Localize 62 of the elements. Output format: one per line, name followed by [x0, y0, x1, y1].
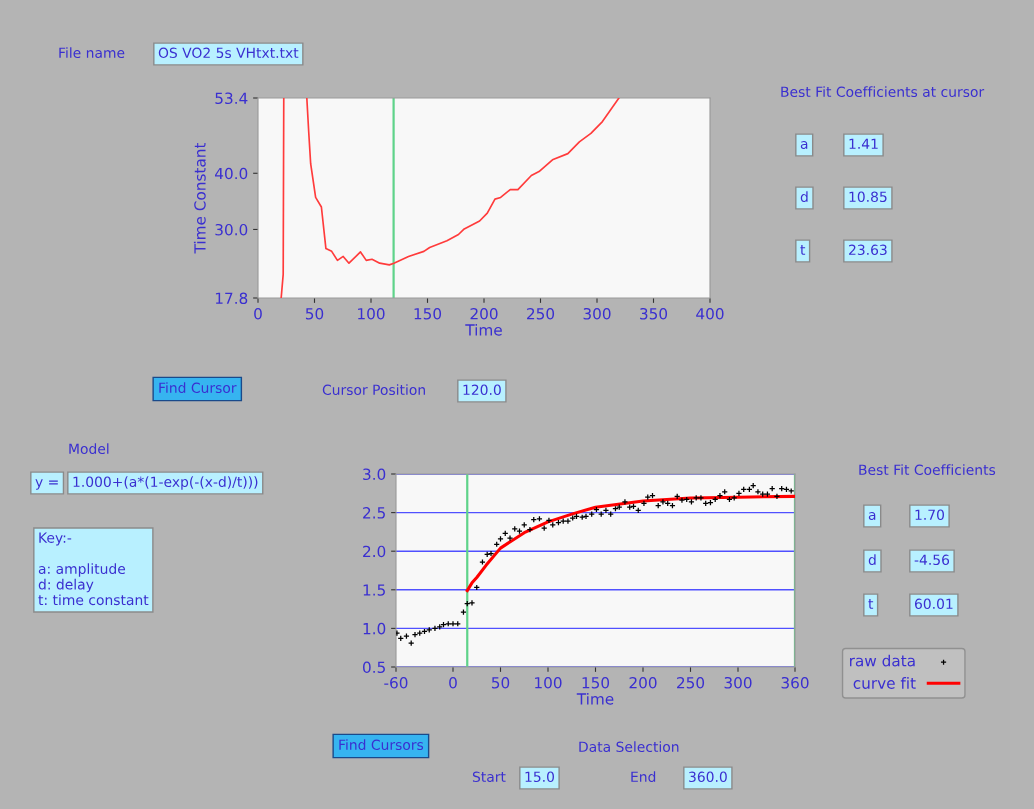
text: Data Selection: [579, 741, 679, 753]
x-tick-label: 0: [449, 676, 457, 689]
y-tick-label: 2.5: [363, 507, 385, 519]
text: 120.0: [463, 384, 501, 396]
y-tick-label: 40.0: [215, 167, 248, 180]
text: Model: [69, 443, 109, 455]
x-tick-label: 250: [527, 307, 555, 320]
text: 10.85: [849, 191, 887, 203]
y-tick-label: 53.4: [215, 92, 248, 105]
text: Find Cursors: [339, 739, 424, 751]
x-tick-label: 150: [414, 307, 442, 320]
text: -4.56: [914, 554, 950, 566]
text: 360.0: [689, 771, 727, 783]
text: File name: [59, 47, 125, 59]
y-tick-label: 1.0: [363, 622, 386, 635]
y-tick-label: 2.0: [363, 545, 386, 558]
text: Key:- a: amplitude d: delay t: time constant: [38, 532, 149, 606]
y-tick-label: 3.0: [363, 468, 386, 481]
x-tick-label: 250: [677, 676, 705, 689]
x-tick-label: 400: [696, 307, 724, 320]
text: 1.70: [915, 509, 944, 521]
legend-label: curve fit: [853, 677, 916, 689]
x-tick-label: 350: [640, 307, 668, 320]
text: End: [631, 771, 656, 783]
text: 60.01: [914, 598, 953, 610]
text: 23.63: [849, 244, 887, 256]
text: OS VO2 5s VHtxt.txt: [158, 47, 299, 59]
text: Best Fit Coefficients: [859, 464, 996, 476]
y-tick-label: 1.5: [363, 584, 385, 596]
text: 15.0: [525, 771, 554, 783]
x-tick-label: 100: [358, 307, 385, 320]
text: t: [800, 245, 806, 255]
text: a: [800, 141, 808, 150]
x-tick-label: 200: [470, 307, 498, 320]
x-tick-label: 300: [724, 676, 752, 689]
text: Best Fit Coefficients at cursor: [781, 86, 985, 98]
x-axis-title: Time: [576, 692, 614, 705]
y-tick-label: 0.5: [362, 661, 385, 674]
x-tick-label: 50: [491, 676, 510, 689]
text: Start: [472, 771, 506, 783]
y-tick-label: 17.8: [215, 292, 248, 305]
x-tick-label: 300: [583, 307, 611, 320]
text: d: [800, 191, 808, 203]
text: 1.41: [849, 138, 878, 149]
text: Cursor Position: [322, 384, 425, 396]
text: a: [868, 512, 876, 521]
x-tick-label: 0: [254, 307, 262, 320]
y-tick-label: 30.0: [215, 223, 248, 236]
x-tick-label: 100: [535, 676, 562, 689]
text: Find Cursor: [159, 382, 237, 394]
text: 1.000+(a*(1-exp(-(x-d)/t))): [73, 476, 258, 490]
x-tick-label: 150: [582, 676, 610, 689]
legend-label: raw data: [850, 654, 915, 667]
text: d: [868, 554, 876, 566]
x-tick-label: 50: [305, 307, 324, 320]
y-axis-title: Time Constant: [193, 142, 206, 254]
text: t: [868, 599, 874, 609]
x-tick-label: 360: [781, 676, 809, 689]
text: y =: [35, 479, 58, 490]
x-tick-label: 200: [629, 676, 657, 689]
x-axis-title: Time: [465, 323, 502, 336]
x-tick-label: -60: [384, 676, 408, 689]
